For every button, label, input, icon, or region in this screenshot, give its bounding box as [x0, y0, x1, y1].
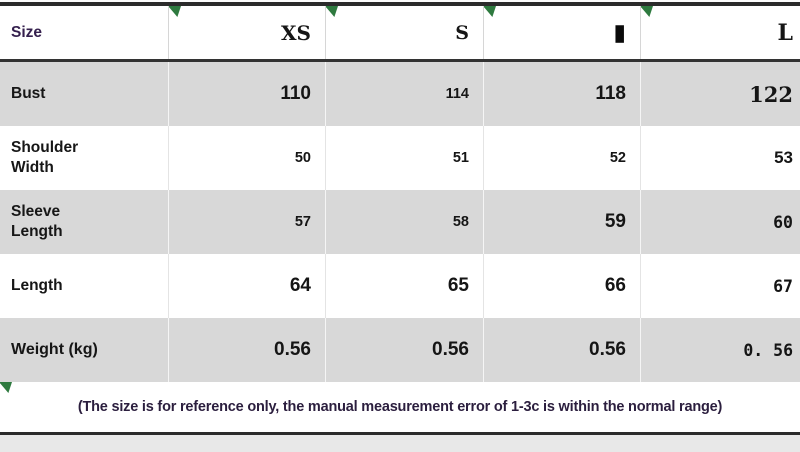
corner-marker-icon — [326, 6, 338, 17]
cell-value: 51 — [452, 150, 469, 166]
table-row-sleeve-length: Sleeve Length 57 58 59 60 — [0, 190, 800, 254]
cell-value: 0.56 — [432, 339, 469, 360]
row-label: Shoulder Width — [11, 138, 79, 176]
table-row-length: Length 64 65 66 67 — [0, 254, 800, 318]
row-label-cell: Sleeve Length — [0, 190, 168, 254]
cell-value: 59 — [604, 211, 626, 232]
cell-value: 64 — [289, 275, 311, 296]
row-label-cell: Shoulder Width — [0, 126, 168, 190]
table-cell: 0.56 — [325, 318, 483, 382]
top-gap — [0, 0, 800, 2]
table-cell: 60 — [640, 190, 800, 254]
header-cell-l: L — [640, 6, 800, 59]
cell-value: 57 — [294, 214, 311, 230]
table-cell: 57 — [168, 190, 325, 254]
corner-marker-icon — [0, 382, 12, 393]
table-header-row: Size XS S ▮ L — [0, 6, 800, 62]
corner-marker-icon — [641, 6, 653, 17]
table-bottom-border — [0, 432, 800, 435]
cell-value: 53 — [774, 148, 793, 167]
table-cell: 51 — [325, 126, 483, 190]
header-cell-size: Size — [0, 6, 168, 59]
cell-value: 67 — [773, 276, 793, 296]
table-cell: 53 — [640, 126, 800, 190]
cell-value: 122 — [749, 81, 793, 107]
size-header-m-block: ▮ — [613, 19, 626, 45]
header-cell-m: ▮ — [483, 6, 640, 59]
cell-value: 50 — [294, 150, 311, 166]
header-cell-xs: XS — [168, 6, 325, 59]
size-chart-table: Size XS S ▮ L Bust 110 — [0, 0, 800, 435]
cell-value: 114 — [445, 86, 469, 102]
table-cell: 122 — [640, 62, 800, 126]
table-cell: 66 — [483, 254, 640, 318]
table-cell: 0.56 — [483, 318, 640, 382]
table-cell: 114 — [325, 62, 483, 126]
corner-marker-icon — [484, 6, 496, 17]
table-top-border — [0, 2, 800, 6]
row-label-cell: Weight (kg) — [0, 318, 168, 382]
cell-value: 60 — [773, 212, 793, 232]
table-cell: 64 — [168, 254, 325, 318]
row-label: Weight (kg) — [11, 340, 98, 358]
corner-marker-icon — [169, 6, 181, 17]
table-cell: 52 — [483, 126, 640, 190]
table-cell: 67 — [640, 254, 800, 318]
cell-value: 66 — [604, 275, 626, 296]
cell-value: 0. 56 — [743, 340, 793, 360]
table-cell: 65 — [325, 254, 483, 318]
size-header-xs: XS — [281, 20, 311, 45]
cell-value: 0.56 — [589, 339, 626, 360]
cell-value: 118 — [595, 83, 626, 104]
footer-note-text: (The size is for reference only, the man… — [77, 399, 723, 415]
size-header-l: L — [777, 19, 793, 46]
row-label-cell: Bust — [0, 62, 168, 126]
header-cell-s: S — [325, 6, 483, 59]
table-cell: 50 — [168, 126, 325, 190]
table-row-shoulder-width: Shoulder Width 50 51 52 53 — [0, 126, 800, 190]
cell-value: 0.56 — [274, 339, 311, 360]
row-label: Bust — [11, 84, 46, 102]
size-header-label: Size — [11, 23, 43, 41]
table-row-bust: Bust 110 114 118 122 — [0, 62, 800, 126]
table-cell: 0.56 — [168, 318, 325, 382]
table-cell: 110 — [168, 62, 325, 126]
cell-value: 58 — [452, 214, 469, 230]
size-header-s: S — [455, 21, 469, 44]
row-label: Sleeve Length — [11, 202, 63, 240]
table-row-weight: Weight (kg) 0.56 0.56 0.56 0. 56 — [0, 318, 800, 382]
cell-value: 110 — [280, 83, 311, 104]
row-label: Length — [11, 276, 63, 294]
table-cell: 118 — [483, 62, 640, 126]
table-cell: 59 — [483, 190, 640, 254]
table-cell: 58 — [325, 190, 483, 254]
table-cell: 0. 56 — [640, 318, 800, 382]
cell-value: 52 — [609, 150, 626, 166]
footer-note-row: (The size is for reference only, the man… — [0, 382, 800, 432]
row-label-cell: Length — [0, 254, 168, 318]
cell-value: 65 — [447, 275, 469, 296]
